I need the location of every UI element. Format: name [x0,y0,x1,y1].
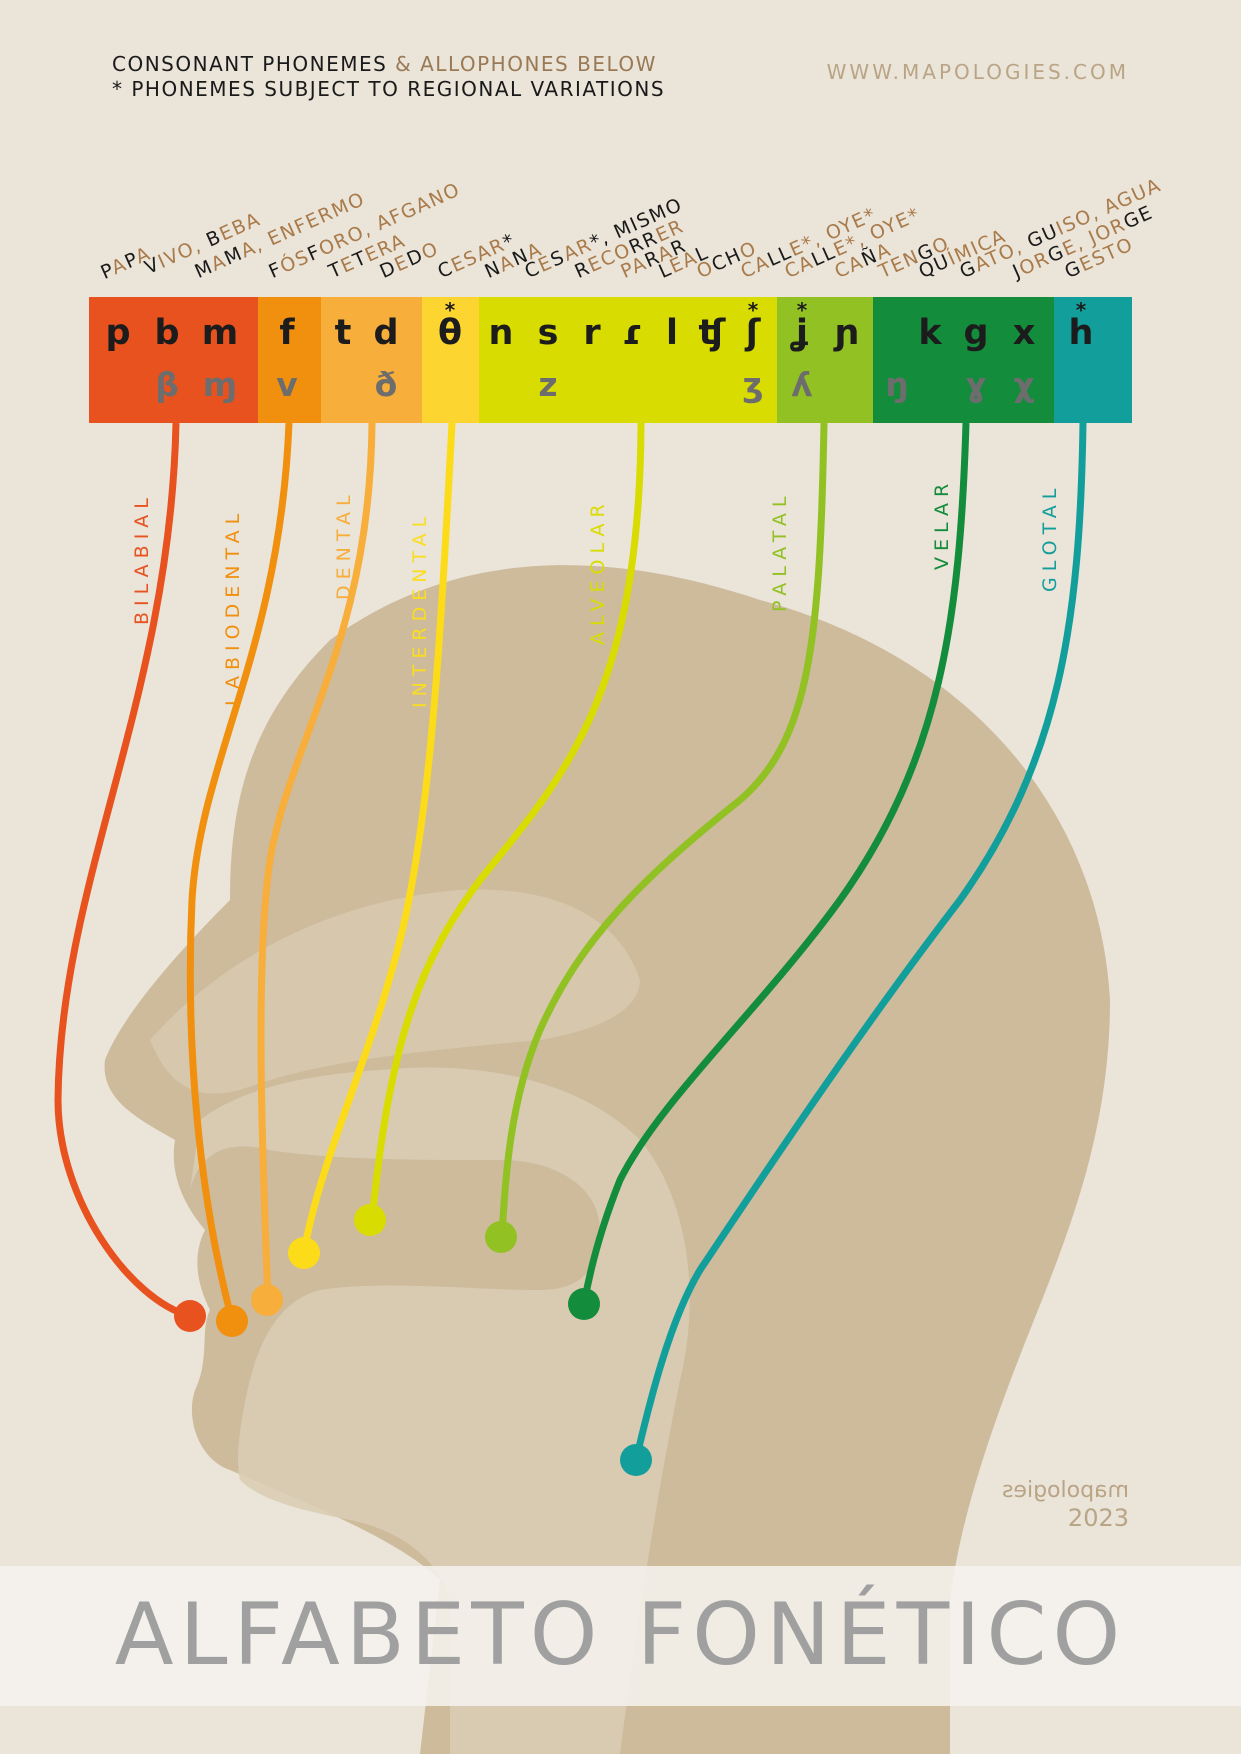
band-alveolar [479,297,777,423]
phoneme: n [488,313,514,353]
place-label-velar: VELAR [931,477,953,570]
band-velar [873,297,1054,423]
poster-title: ALFABETO FONÉTICO [114,1585,1127,1685]
line-dental [257,422,376,1301]
band-interdental [422,297,479,423]
phoneme: h [1068,313,1094,353]
place-label-interdental: INTERDENTAL [409,510,431,708]
phoneme: l [666,313,678,353]
point-interdental [288,1237,320,1269]
line-interdental [300,422,456,1253]
year: 2023 [1067,1504,1129,1532]
point-bilabial [174,1300,206,1332]
variation-star: * [747,298,759,322]
website-url[interactable]: WWW.MAPOLOGIES.COM [826,60,1129,84]
line-palatal [498,422,828,1237]
place-label-dental: DENTAL [333,489,355,600]
point-glotal [620,1444,652,1476]
point-alveolar [354,1204,386,1236]
allophone: χ [1013,365,1035,404]
allophone: ʎ [791,365,813,404]
phoneme: d [373,313,399,353]
phoneme: k [918,313,942,353]
allophone: ð [374,365,398,404]
place-label-alveolar: ALVEOLAR [587,498,609,645]
allophone: β [155,365,179,404]
phoneme: ʃ [745,313,761,353]
allophone: ɣ [965,365,987,404]
point-dental [251,1284,283,1316]
place-label-bilabial: BILABIAL [131,492,153,625]
place-label-labiodental: LABIODENTAL [222,507,244,706]
line-labiodental [186,422,293,1321]
point-velar [568,1288,600,1320]
line-velar [580,422,970,1305]
phoneme: m [201,313,239,353]
point-palatal [485,1221,517,1253]
place-label-palatal: PALATAL [769,490,791,613]
phoneme: s [537,313,559,353]
variation-star: * [796,298,808,322]
allophone: ʒ [742,365,764,404]
band-labiodental [258,297,321,423]
band-bilabial [89,297,258,423]
band-glotal [1054,297,1132,423]
band-dental [321,297,422,423]
phoneme: f [279,313,295,353]
line-glotal [632,422,1087,1461]
variation-star: * [1075,298,1087,322]
legend-line-1: CONSONANT PHONEMES & ALLOPHONES BELOW [112,52,657,76]
allophone: ŋ [885,365,909,404]
variation-star: * [444,298,456,322]
phoneme: p [105,313,131,353]
phoneme: ɲ [834,313,860,353]
place-label-glotal: GLOTAL [1039,482,1061,592]
line-bilabial [54,422,191,1320]
allophone: z [538,365,558,404]
band-palatal [777,297,873,423]
line-alveolar [368,422,645,1221]
legend-line-2: * PHONEMES SUBJECT TO REGIONAL VARIATION… [112,77,666,101]
phoneme: r [583,313,601,353]
nasal-cavity [150,889,640,1094]
allophone: v [276,365,298,404]
phoneme: ʝ [796,313,808,353]
phoneme: θ [437,313,463,353]
phoneme: ʧ [698,313,726,353]
point-labiodental [216,1305,248,1337]
phoneme: t [334,313,352,353]
phoneme: x [1012,313,1036,353]
phoneme: g [963,313,989,353]
allophone: ɱ [202,365,238,404]
mapologies-logo: mapologies [1002,1478,1129,1503]
phoneme: ɾ [621,313,643,353]
phoneme: b [154,313,180,353]
title-banner [0,1566,1241,1706]
